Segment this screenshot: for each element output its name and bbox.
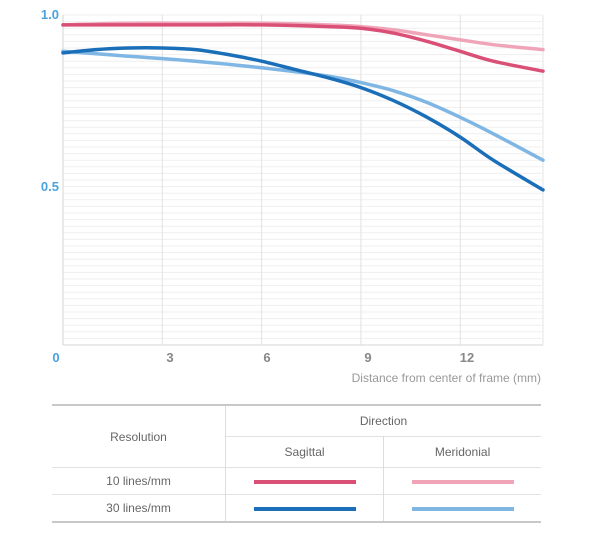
swatch-sagittal-10 (253, 479, 356, 484)
swatch-sagittal-30 (253, 506, 356, 511)
legend-row-10: 10 lines/mm (52, 467, 541, 495)
x-tick-label-6: 6 (263, 350, 270, 365)
legend-row-30: 30 lines/mm (52, 493, 541, 522)
y-tick-label-top: 1.0 (41, 7, 59, 22)
swatch-cell-meridonial-30 (383, 493, 541, 522)
swatch-cell-sagittal-30 (225, 493, 385, 522)
series-line-30-lines-mm-sagittal (61, 46, 545, 192)
swatch-meridonial-10 (411, 479, 514, 484)
series-layer (61, 21, 545, 192)
swatch-cell-meridonial-10 (383, 467, 541, 495)
direction-header: Direction (359, 414, 408, 428)
series-line-10-lines-mm-sagittal (61, 23, 545, 73)
resolution-header: Resolution (52, 405, 226, 468)
sagittal-header: Sagittal (225, 436, 385, 468)
x-axis-label: Distance from center of frame (mm) (352, 371, 541, 385)
x-tick-label-3: 3 (166, 350, 173, 365)
mtf-chart: 1.0 0.5 0 3 6 9 12 Distance from center … (41, 7, 545, 385)
row-label-30-lines: 30 lines/mm (52, 493, 226, 522)
x-tick-label-0: 0 (52, 350, 59, 365)
y-tick-label-mid: 0.5 (41, 179, 59, 194)
x-tick-label-12: 12 (460, 350, 474, 365)
row-label-10-lines: 10 lines/mm (52, 467, 226, 495)
swatch-meridonial-30 (411, 506, 514, 511)
meridonial-header: Meridonial (383, 436, 541, 468)
x-tick-label-9: 9 (364, 350, 371, 365)
legend-table: Resolution Direction Sagittal Meridonial… (52, 404, 541, 523)
swatch-cell-sagittal-10 (225, 467, 385, 495)
series-line-30-lines-mm-meridonial (61, 49, 545, 162)
minor-grid (63, 14, 543, 346)
